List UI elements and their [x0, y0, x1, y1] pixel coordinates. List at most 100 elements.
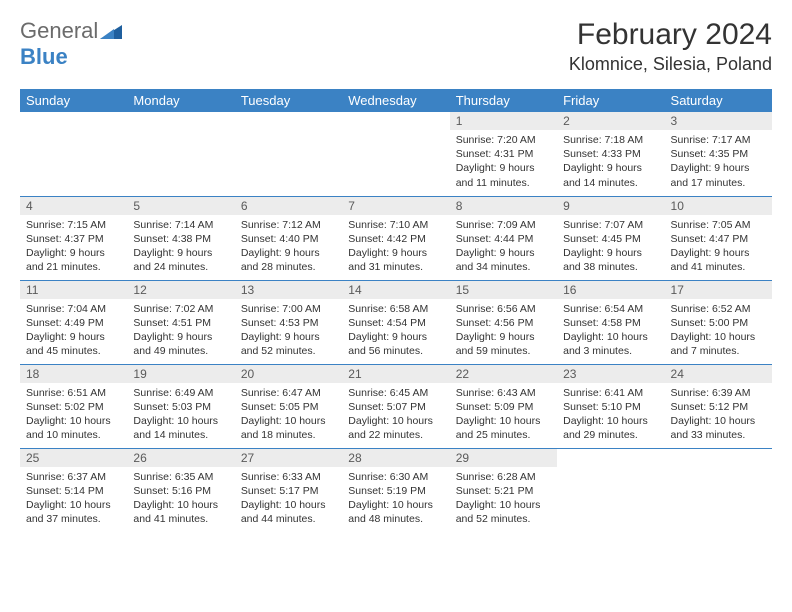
weekday-header: Sunday	[20, 89, 127, 112]
day-body: Sunrise: 7:02 AMSunset: 4:51 PMDaylight:…	[127, 299, 234, 363]
sunrise-text: Sunrise: 6:37 AM	[26, 470, 121, 484]
calendar-cell: 18Sunrise: 6:51 AMSunset: 5:02 PMDayligh…	[20, 364, 127, 448]
sunrise-text: Sunrise: 7:14 AM	[133, 218, 228, 232]
calendar-cell: 21Sunrise: 6:45 AMSunset: 5:07 PMDayligh…	[342, 364, 449, 448]
sunset-text: Sunset: 4:53 PM	[241, 316, 336, 330]
calendar-week-row: 25Sunrise: 6:37 AMSunset: 5:14 PMDayligh…	[20, 448, 772, 532]
logo-blue: Blue	[20, 44, 68, 69]
weekday-header: Tuesday	[235, 89, 342, 112]
logo: General Blue	[20, 18, 122, 70]
daylight-text: Daylight: 9 hours and 56 minutes.	[348, 330, 443, 358]
sunrise-text: Sunrise: 6:51 AM	[26, 386, 121, 400]
weekday-header-row: Sunday Monday Tuesday Wednesday Thursday…	[20, 89, 772, 112]
day-number: 22	[450, 365, 557, 383]
calendar-cell	[235, 112, 342, 196]
day-number: 21	[342, 365, 449, 383]
calendar-cell: 14Sunrise: 6:58 AMSunset: 4:54 PMDayligh…	[342, 280, 449, 364]
day-number: 2	[557, 112, 664, 130]
daylight-text: Daylight: 9 hours and 59 minutes.	[456, 330, 551, 358]
header: General Blue February 2024 Klomnice, Sil…	[20, 18, 772, 75]
daylight-text: Daylight: 9 hours and 28 minutes.	[241, 246, 336, 274]
sunset-text: Sunset: 5:19 PM	[348, 484, 443, 498]
day-body: Sunrise: 6:33 AMSunset: 5:17 PMDaylight:…	[235, 467, 342, 531]
day-body: Sunrise: 7:00 AMSunset: 4:53 PMDaylight:…	[235, 299, 342, 363]
sunrise-text: Sunrise: 6:52 AM	[671, 302, 766, 316]
calendar-cell: 3Sunrise: 7:17 AMSunset: 4:35 PMDaylight…	[665, 112, 772, 196]
daylight-text: Daylight: 9 hours and 49 minutes.	[133, 330, 228, 358]
day-number: 23	[557, 365, 664, 383]
calendar-cell: 24Sunrise: 6:39 AMSunset: 5:12 PMDayligh…	[665, 364, 772, 448]
day-number: 20	[235, 365, 342, 383]
calendar-cell: 23Sunrise: 6:41 AMSunset: 5:10 PMDayligh…	[557, 364, 664, 448]
sunrise-text: Sunrise: 6:28 AM	[456, 470, 551, 484]
daylight-text: Daylight: 9 hours and 52 minutes.	[241, 330, 336, 358]
calendar-cell: 25Sunrise: 6:37 AMSunset: 5:14 PMDayligh…	[20, 448, 127, 532]
sunrise-text: Sunrise: 6:30 AM	[348, 470, 443, 484]
day-body: Sunrise: 7:10 AMSunset: 4:42 PMDaylight:…	[342, 215, 449, 279]
sunrise-text: Sunrise: 6:39 AM	[671, 386, 766, 400]
daylight-text: Daylight: 9 hours and 17 minutes.	[671, 161, 766, 189]
daylight-text: Daylight: 10 hours and 3 minutes.	[563, 330, 658, 358]
calendar-week-row: 4Sunrise: 7:15 AMSunset: 4:37 PMDaylight…	[20, 196, 772, 280]
calendar-cell: 29Sunrise: 6:28 AMSunset: 5:21 PMDayligh…	[450, 448, 557, 532]
logo-gray: General	[20, 18, 98, 43]
calendar-week-row: 1Sunrise: 7:20 AMSunset: 4:31 PMDaylight…	[20, 112, 772, 196]
daylight-text: Daylight: 9 hours and 41 minutes.	[671, 246, 766, 274]
calendar-week-row: 11Sunrise: 7:04 AMSunset: 4:49 PMDayligh…	[20, 280, 772, 364]
sunset-text: Sunset: 4:45 PM	[563, 232, 658, 246]
sunrise-text: Sunrise: 6:41 AM	[563, 386, 658, 400]
day-body: Sunrise: 6:43 AMSunset: 5:09 PMDaylight:…	[450, 383, 557, 447]
day-number: 1	[450, 112, 557, 130]
sunset-text: Sunset: 4:38 PM	[133, 232, 228, 246]
calendar-cell: 1Sunrise: 7:20 AMSunset: 4:31 PMDaylight…	[450, 112, 557, 196]
day-number: 25	[20, 449, 127, 467]
daylight-text: Daylight: 9 hours and 31 minutes.	[348, 246, 443, 274]
daylight-text: Daylight: 10 hours and 41 minutes.	[133, 498, 228, 526]
sunset-text: Sunset: 5:09 PM	[456, 400, 551, 414]
calendar-cell: 20Sunrise: 6:47 AMSunset: 5:05 PMDayligh…	[235, 364, 342, 448]
calendar-cell: 22Sunrise: 6:43 AMSunset: 5:09 PMDayligh…	[450, 364, 557, 448]
daylight-text: Daylight: 9 hours and 11 minutes.	[456, 161, 551, 189]
calendar-cell: 27Sunrise: 6:33 AMSunset: 5:17 PMDayligh…	[235, 448, 342, 532]
day-number: 14	[342, 281, 449, 299]
calendar-cell: 11Sunrise: 7:04 AMSunset: 4:49 PMDayligh…	[20, 280, 127, 364]
calendar-cell	[20, 112, 127, 196]
calendar-table: Sunday Monday Tuesday Wednesday Thursday…	[20, 89, 772, 532]
daylight-text: Daylight: 10 hours and 52 minutes.	[456, 498, 551, 526]
day-body: Sunrise: 7:07 AMSunset: 4:45 PMDaylight:…	[557, 215, 664, 279]
day-number: 17	[665, 281, 772, 299]
calendar-cell: 2Sunrise: 7:18 AMSunset: 4:33 PMDaylight…	[557, 112, 664, 196]
calendar-cell: 13Sunrise: 7:00 AMSunset: 4:53 PMDayligh…	[235, 280, 342, 364]
day-body: Sunrise: 6:35 AMSunset: 5:16 PMDaylight:…	[127, 467, 234, 531]
sunrise-text: Sunrise: 7:10 AM	[348, 218, 443, 232]
day-body: Sunrise: 7:05 AMSunset: 4:47 PMDaylight:…	[665, 215, 772, 279]
calendar-cell: 7Sunrise: 7:10 AMSunset: 4:42 PMDaylight…	[342, 196, 449, 280]
sunset-text: Sunset: 5:10 PM	[563, 400, 658, 414]
sunrise-text: Sunrise: 6:43 AM	[456, 386, 551, 400]
day-body: Sunrise: 7:20 AMSunset: 4:31 PMDaylight:…	[450, 130, 557, 194]
day-body: Sunrise: 6:58 AMSunset: 4:54 PMDaylight:…	[342, 299, 449, 363]
day-number: 15	[450, 281, 557, 299]
sunset-text: Sunset: 4:49 PM	[26, 316, 121, 330]
calendar-cell: 10Sunrise: 7:05 AMSunset: 4:47 PMDayligh…	[665, 196, 772, 280]
day-number: 19	[127, 365, 234, 383]
sunset-text: Sunset: 4:58 PM	[563, 316, 658, 330]
day-body: Sunrise: 7:12 AMSunset: 4:40 PMDaylight:…	[235, 215, 342, 279]
sunset-text: Sunset: 4:51 PM	[133, 316, 228, 330]
sunset-text: Sunset: 5:05 PM	[241, 400, 336, 414]
sunrise-text: Sunrise: 6:33 AM	[241, 470, 336, 484]
day-body: Sunrise: 6:54 AMSunset: 4:58 PMDaylight:…	[557, 299, 664, 363]
calendar-cell: 17Sunrise: 6:52 AMSunset: 5:00 PMDayligh…	[665, 280, 772, 364]
sunrise-text: Sunrise: 7:04 AM	[26, 302, 121, 316]
calendar-cell: 28Sunrise: 6:30 AMSunset: 5:19 PMDayligh…	[342, 448, 449, 532]
day-body: Sunrise: 6:39 AMSunset: 5:12 PMDaylight:…	[665, 383, 772, 447]
day-body: Sunrise: 7:04 AMSunset: 4:49 PMDaylight:…	[20, 299, 127, 363]
calendar-cell: 15 Sunrise: 6:56 AMSunset: 4:56 PMDayligh…	[450, 280, 557, 364]
day-number: 13	[235, 281, 342, 299]
daylight-text: Daylight: 10 hours and 10 minutes.	[26, 414, 121, 442]
daylight-text: Daylight: 10 hours and 25 minutes.	[456, 414, 551, 442]
sunset-text: Sunset: 4:56 PM	[456, 316, 551, 330]
day-number: 3	[665, 112, 772, 130]
sunrise-text: Sunrise: 7:17 AM	[671, 133, 766, 147]
sunrise-text: Sunrise: 6:56 AM	[456, 302, 551, 316]
